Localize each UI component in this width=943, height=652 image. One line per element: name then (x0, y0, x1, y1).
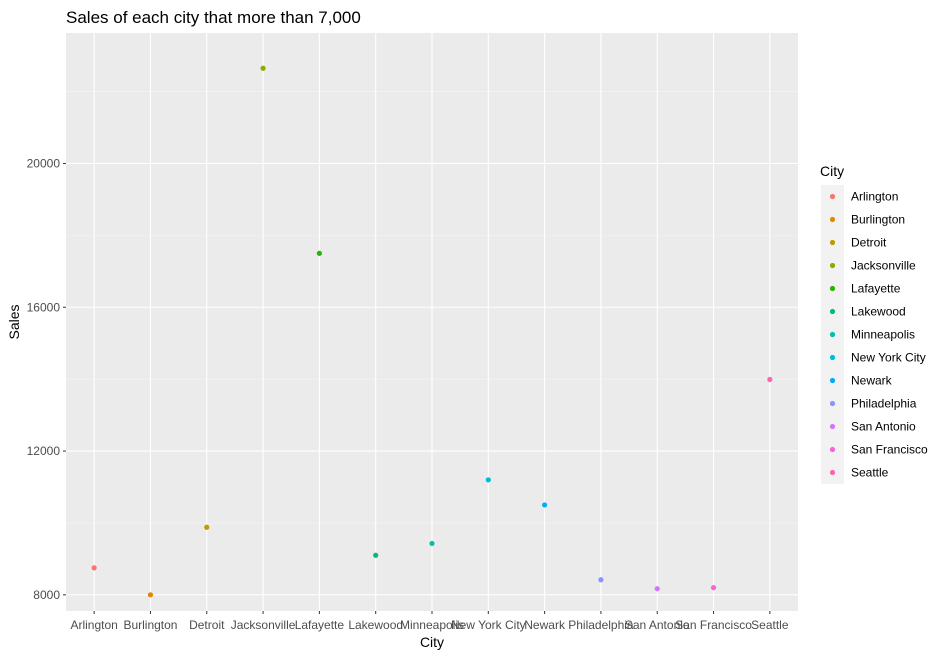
legend-marker (829, 331, 836, 338)
legend-marker (829, 262, 836, 269)
legend-label: San Francisco (851, 443, 928, 457)
x-axis-title: City (420, 634, 444, 650)
legend-label: Burlington (851, 213, 905, 227)
legend-marker (829, 239, 836, 246)
data-point (373, 552, 379, 558)
legend-label: Seattle (851, 466, 889, 480)
legend-marker (829, 400, 836, 407)
x-tick-label: Lakewood (348, 618, 403, 632)
grid-major (66, 33, 798, 611)
y-tick-label: 20000 (27, 156, 61, 170)
legend-label: New York City (851, 351, 926, 365)
y-tick-label: 12000 (27, 444, 61, 458)
legend-label: San Antonio (851, 420, 916, 434)
x-tick-label: San Francisco (675, 618, 752, 632)
legend-label: Jacksonville (851, 259, 916, 273)
x-tick-label: New York City (451, 618, 526, 632)
x-axis: Arlington Burlington Detroit Jacksonville La… (70, 611, 789, 632)
data-point (429, 540, 435, 547)
x-tick-label: Jacksonville (231, 618, 296, 632)
data-point (542, 502, 548, 508)
y-axis: 8000 12000 16000 20000 (27, 156, 66, 602)
y-axis-title: Sales (6, 304, 22, 339)
data-point (204, 524, 210, 530)
x-tick-label: Minneapolis (400, 618, 464, 632)
legend-label: Detroit (851, 236, 887, 250)
x-tick-label: Detroit (189, 618, 225, 632)
data-point (91, 565, 97, 571)
legend-label: Minneapolis (851, 328, 915, 342)
data-point (710, 585, 717, 591)
legend-marker (829, 285, 836, 292)
data-point (598, 577, 604, 583)
x-tick-label: Seattle (751, 618, 789, 632)
legend-label: Newark (851, 374, 893, 388)
legend-marker (829, 193, 836, 200)
x-tick-label: Newark (524, 618, 566, 632)
chart-title: Sales of each city that more than 7,000 (66, 8, 361, 27)
legend: City Arlington Burlington Detroit Jacksonvi… (820, 163, 928, 484)
legend-marker (829, 216, 836, 223)
legend-marker (829, 377, 836, 384)
data-point (485, 477, 491, 483)
legend-label: Philadelphia (851, 397, 917, 411)
legend-marker (829, 446, 836, 453)
legend-label: Arlington (851, 190, 898, 204)
x-tick-label: Philadelphia (568, 618, 634, 632)
data-points (91, 65, 773, 598)
legend-marker (829, 469, 836, 476)
x-tick-label: Burlington (123, 618, 177, 632)
x-tick-label: San Antonio (625, 618, 690, 632)
legend-label: Lafayette (851, 282, 901, 296)
legend-label: Lakewood (851, 305, 906, 319)
x-tick-label: Arlington (70, 618, 117, 632)
data-point (767, 376, 773, 383)
data-point (260, 65, 266, 71)
y-tick-label: 8000 (33, 588, 60, 602)
legend-marker (829, 423, 836, 430)
y-tick-label: 16000 (27, 300, 61, 314)
data-point (147, 592, 154, 598)
x-tick-label: Lafayette (295, 618, 345, 632)
data-point (316, 250, 322, 256)
legend-items: Arlington Burlington Detroit Jacksonville La… (821, 185, 928, 484)
legend-title: City (820, 163, 844, 179)
legend-marker (829, 354, 836, 361)
legend-marker (829, 308, 836, 315)
data-point (654, 586, 660, 592)
